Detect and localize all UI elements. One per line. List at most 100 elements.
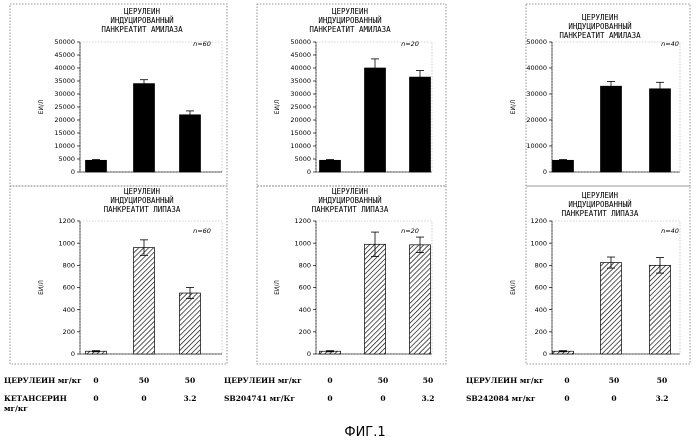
bar-3	[650, 265, 671, 354]
y-tick-label: 10000	[54, 142, 75, 150]
chart-title-line: ПАНКРЕАТИТ АМИЛАЗА	[309, 25, 391, 34]
y-tick-label: 1000	[530, 239, 547, 247]
dose-row-label: ЦЕРУЛЕИН мг/кг	[4, 376, 82, 385]
bar-2	[601, 263, 622, 354]
y-tick-label: 1200	[530, 217, 547, 225]
chart-title-line: ИНДУЦИРОВАННЫЙ	[568, 22, 631, 31]
dose-value: 3.2	[183, 394, 196, 403]
chart-title-line: ИНДУЦИРОВАННЫЙ	[318, 16, 381, 25]
y-tick-label: 200	[63, 328, 75, 336]
chart-title-line: ЦЕРУЛЕИН	[124, 7, 161, 16]
y-tick-label: 25000	[54, 103, 75, 111]
bar-3	[650, 89, 671, 172]
dose-block-1: ЦЕРУЛЕИН мг/кг05050КЕТАНСЕРИНмг/кг003.2	[4, 376, 197, 413]
bar-3	[410, 245, 431, 354]
chart-title-line: ЦЕРУЛЕИН	[582, 191, 619, 200]
y-tick-label: 20000	[526, 116, 547, 124]
y-tick-label: 400	[535, 306, 547, 314]
y-tick-label: 15000	[54, 129, 75, 137]
y-tick-label: 45000	[290, 51, 311, 59]
dose-value: 3.2	[655, 394, 668, 403]
dose-value: 0	[141, 394, 146, 403]
y-tick-label: 800	[63, 262, 75, 270]
chart-panel-top-middle: ЦЕРУЛЕИНИНДУЦИРОВАННЫЙПАНКРЕАТИТ АМИЛАЗА…	[257, 4, 446, 186]
y-tick-label: 5000	[58, 155, 75, 163]
chart-title-line: ИНДУЦИРОВАННЫЙ	[110, 16, 173, 25]
y-axis-label: ЕИ/Л	[510, 280, 517, 295]
chart-panel-bottom-middle: ЦЕРУЛЕИНИНДУЦИРОВАННЫЙПАНКРЕАТИТ ЛИПАЗА 0…	[257, 186, 446, 364]
dose-value: 50	[609, 376, 619, 385]
chart-panel-bottom-left: ЦЕРУЛЕИНИНДУЦИРОВАННЫЙПАНКРЕАТИТ ЛИПАЗА0…	[10, 186, 227, 364]
bar-1	[320, 160, 341, 172]
y-tick-label: 45000	[54, 51, 75, 59]
y-tick-label: 0	[307, 350, 311, 358]
y-tick-label: 400	[299, 306, 311, 314]
dose-row-label: SB242084 мг/кг	[466, 394, 536, 403]
dose-value: 3.2	[421, 394, 434, 403]
dose-row-label-unit: мг/кг	[4, 404, 28, 413]
dose-row-label: ЦЕРУЛЕИН мг/кг	[224, 376, 302, 385]
y-tick-label: 5000	[294, 155, 311, 163]
y-tick-label: 30000	[290, 90, 311, 98]
dose-value: 50	[423, 376, 433, 385]
y-tick-label: 20000	[54, 116, 75, 124]
n-label: n=60	[193, 40, 211, 48]
chart-title-line: ПАНКРЕАТИТ ЛИПАЗА	[562, 209, 639, 218]
chart-title-line: ПАНКРЕАТИТ ЛИПАЗА	[312, 205, 389, 214]
bar-2	[601, 86, 622, 172]
y-tick-label: 15000	[290, 129, 311, 137]
dose-value: 0	[327, 394, 332, 403]
chart-panel-top-left: ЦЕРУЛЕИНИНДУЦИРОВАННЫЙПАНКРЕАТИТ АМИЛАЗА…	[10, 4, 227, 186]
y-tick-label: 40000	[290, 64, 311, 72]
bar-2	[365, 244, 386, 354]
y-tick-label: 600	[63, 284, 75, 292]
chart-panel-top-right: ЦЕРУЛЕИНИНДУЦИРОВАННЫЙПАНКРЕАТИТ АМИЛАЗА…	[510, 4, 690, 186]
bar-2	[365, 68, 386, 172]
dose-block-2: ЦЕРУЛЕИН мг/кг05050SB204741 мг/Кг003.2	[224, 376, 435, 403]
y-tick-label: 35000	[54, 77, 75, 85]
n-label: n=40	[661, 40, 679, 48]
figure-label: ФИГ.1	[344, 425, 385, 440]
y-tick-label: 1000	[58, 239, 75, 247]
y-tick-label: 1200	[294, 217, 311, 225]
n-label: n=40	[661, 227, 679, 235]
dose-value: 0	[93, 394, 98, 403]
y-tick-label: 50000	[54, 38, 75, 46]
y-tick-label: 50000	[526, 38, 547, 46]
bar-3	[180, 115, 201, 172]
y-axis-label: ЕИ/Л	[274, 100, 281, 115]
chart-title-line: ЦЕРУЛЕИН	[332, 7, 369, 16]
y-tick-label: 0	[71, 168, 75, 176]
y-tick-label: 600	[299, 284, 311, 292]
dose-value: 0	[564, 394, 569, 403]
dose-value: 0	[611, 394, 616, 403]
n-label: n=20	[401, 40, 419, 48]
chart-title-line: ЦЕРУЛЕИН	[582, 13, 619, 22]
dose-value: 50	[139, 376, 149, 385]
chart-title-line: ИНДУЦИРОВАННЫЙ	[318, 196, 381, 205]
dose-row-label: ЦЕРУЛЕИН мг/кг	[466, 376, 544, 385]
y-tick-label: 1200	[58, 217, 75, 225]
dose-value: 0	[564, 376, 569, 385]
y-tick-label: 30000	[54, 90, 75, 98]
y-tick-label: 1000	[294, 239, 311, 247]
bar-2	[134, 84, 155, 172]
chart-title-line: ЦЕРУЛЕИН	[332, 187, 369, 196]
dose-block-3: ЦЕРУЛЕИН мг/кг 0 50 50 SB242084 мг/кг 0 0 3.2	[466, 376, 669, 403]
y-tick-label: 25000	[290, 103, 311, 111]
y-tick-label: 0	[543, 350, 547, 358]
y-tick-label: 35000	[290, 77, 311, 85]
y-axis-label: ЕИ/Л	[274, 280, 281, 295]
dose-value: 0	[327, 376, 332, 385]
chart-title-line: ПАНКРЕАТИТ АМИЛАЗА	[101, 25, 183, 34]
dose-value: 50	[657, 376, 667, 385]
y-tick-label: 0	[307, 168, 311, 176]
chart-title-line: ИНДУЦИРОВАННЫЙ	[568, 200, 631, 209]
y-tick-label: 40000	[526, 64, 547, 72]
y-tick-label: 800	[535, 262, 547, 270]
chart-title-line: ПАНКРЕАТИТ ЛИПАЗА	[104, 205, 181, 214]
bar-2	[134, 248, 155, 354]
y-tick-label: 20000	[290, 116, 311, 124]
bar-3	[410, 77, 431, 172]
chart-panel-bottom-right: ЦЕРУЛЕИНИНДУЦИРОВАННЫЙПАНКРЕАТИТ ЛИПАЗА 0…	[510, 186, 690, 364]
